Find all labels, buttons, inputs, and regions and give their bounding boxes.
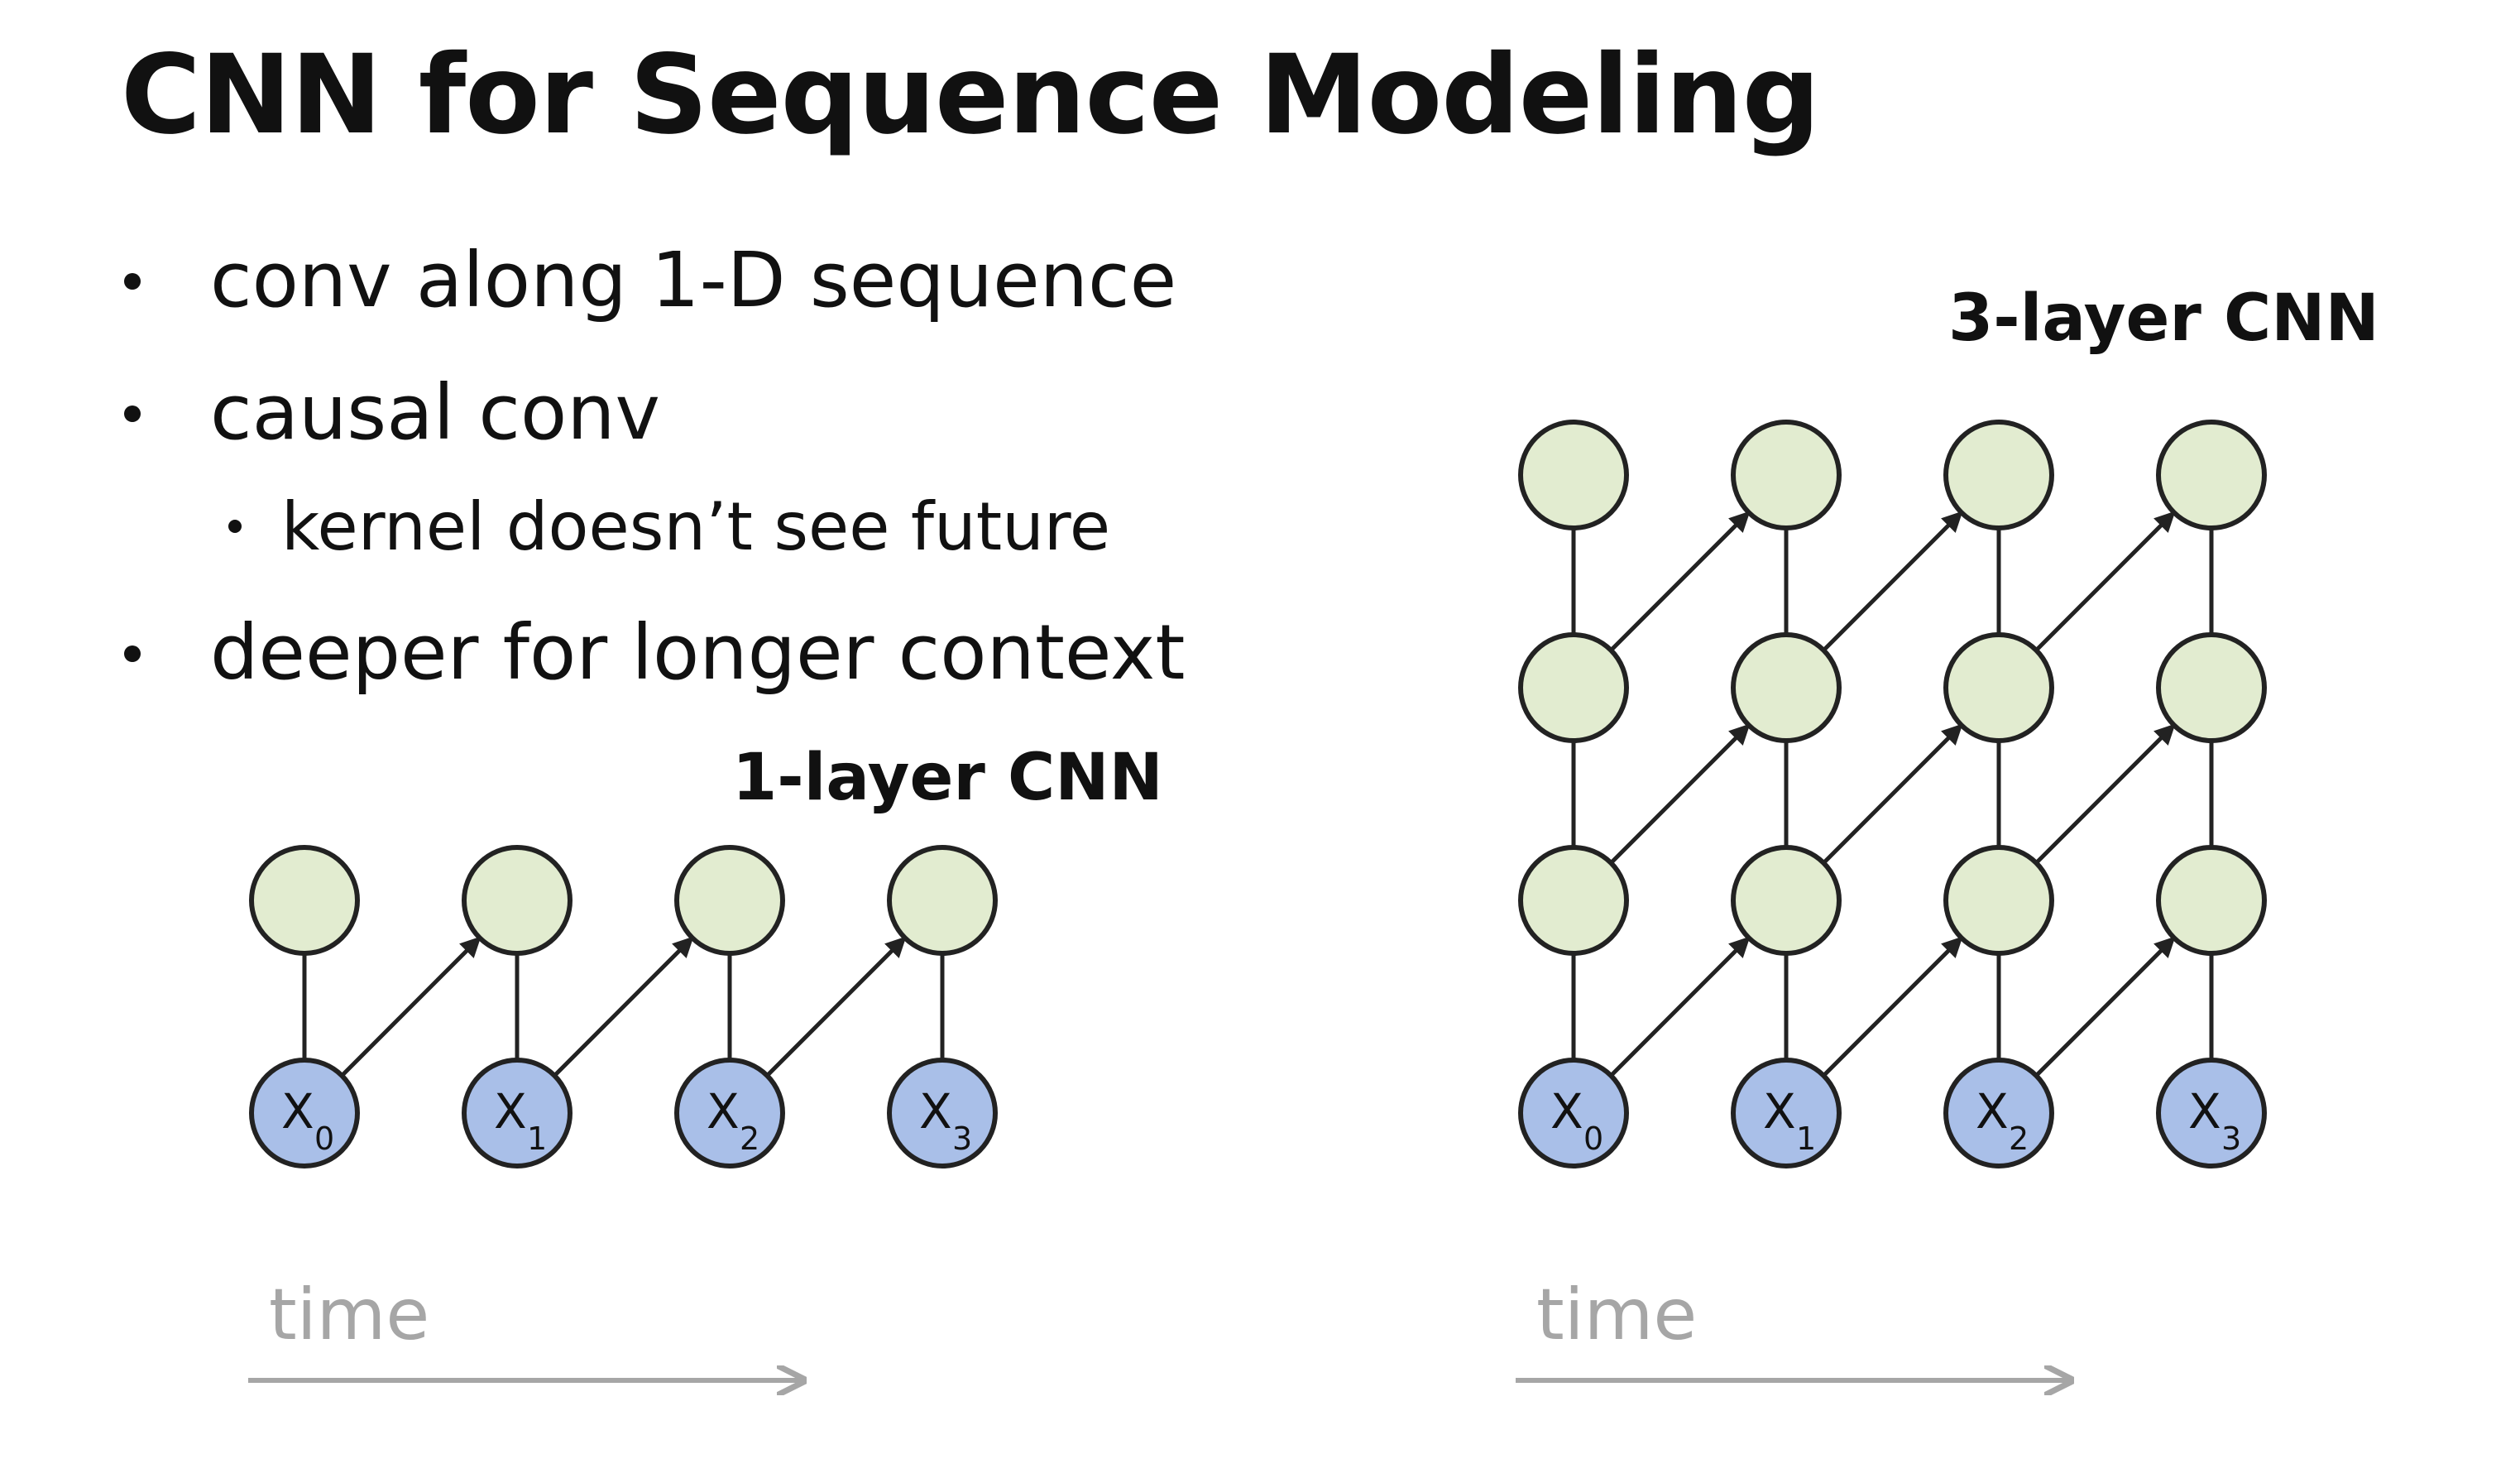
hidden-node — [1518, 632, 1629, 743]
input-node — [2156, 1058, 2267, 1168]
hidden-node — [249, 845, 360, 956]
input-node — [1518, 1058, 1629, 1168]
input-node — [462, 1058, 573, 1168]
hidden-node — [2156, 420, 2267, 530]
hidden-node — [462, 845, 573, 956]
hidden-node — [1518, 845, 1629, 956]
input-node-label: X — [919, 1083, 952, 1140]
edge-diagonal — [553, 936, 694, 1077]
input-node — [1943, 1058, 2054, 1168]
input-node-subscript: 3 — [2221, 1120, 2241, 1157]
edge-diagonal — [765, 936, 907, 1077]
edge-diagonal — [2034, 511, 2176, 652]
input-node-label: X — [707, 1083, 740, 1140]
edge-diagonal — [1822, 723, 1963, 865]
input-node-subscript: 2 — [740, 1120, 759, 1157]
hidden-node — [887, 845, 998, 956]
hidden-node — [674, 845, 785, 956]
edge-diagonal — [1822, 511, 1963, 652]
input-node — [674, 1058, 785, 1168]
input-node-subscript: 1 — [1796, 1120, 1816, 1157]
input-node — [887, 1058, 998, 1168]
hidden-node — [1518, 420, 1629, 530]
input-node-label: X — [2188, 1083, 2221, 1140]
bullet-dot — [124, 645, 141, 662]
bullet-dot — [124, 273, 141, 290]
edge-diagonal — [2034, 936, 2176, 1077]
hidden-node — [2156, 632, 2267, 743]
input-node-subscript: 0 — [1583, 1120, 1603, 1157]
input-node-subscript: 2 — [2009, 1120, 2029, 1157]
input-node — [249, 1058, 360, 1168]
input-node-subscript: 0 — [314, 1120, 334, 1157]
slide-title: CNN for Sequence Modeling — [121, 31, 1820, 159]
hidden-node — [1943, 632, 2054, 743]
input-node-subscript: 3 — [952, 1120, 972, 1157]
diagram-label-3-layer: 3-layer CNN — [1948, 281, 2379, 356]
input-node — [1731, 1058, 1842, 1168]
input-node-label: X — [1763, 1083, 1796, 1140]
time-label: time — [1536, 1274, 1697, 1356]
input-node-label: X — [1550, 1083, 1583, 1140]
time-label: time — [269, 1274, 429, 1356]
edge-diagonal — [2034, 723, 2176, 865]
diagram-label-1-layer: 1-layer CNN — [732, 741, 1163, 815]
hidden-node — [1731, 420, 1842, 530]
edge-diagonal — [1822, 936, 1963, 1077]
bullet-dot — [124, 405, 141, 422]
bullet-text: conv along 1-D sequence — [210, 236, 1177, 324]
edge-diagonal — [340, 936, 481, 1077]
hidden-node — [1731, 845, 1842, 956]
input-node-label: X — [494, 1083, 527, 1140]
bullet-dot — [228, 520, 242, 533]
bullet-text: kernel doesn’t see future — [281, 488, 1111, 565]
edge-diagonal — [1609, 723, 1751, 865]
edge-diagonal — [1609, 511, 1751, 652]
hidden-node — [2156, 845, 2267, 956]
hidden-node — [1943, 420, 2054, 530]
input-node-label: X — [281, 1083, 314, 1140]
hidden-node — [1943, 845, 2054, 956]
input-node-subscript: 1 — [527, 1120, 547, 1157]
hidden-node — [1731, 632, 1842, 743]
bullet-text: causal conv — [210, 368, 661, 457]
bullet-text: deeper for longer context — [210, 608, 1186, 697]
input-node-label: X — [1976, 1083, 2009, 1140]
edge-diagonal — [1609, 936, 1751, 1077]
